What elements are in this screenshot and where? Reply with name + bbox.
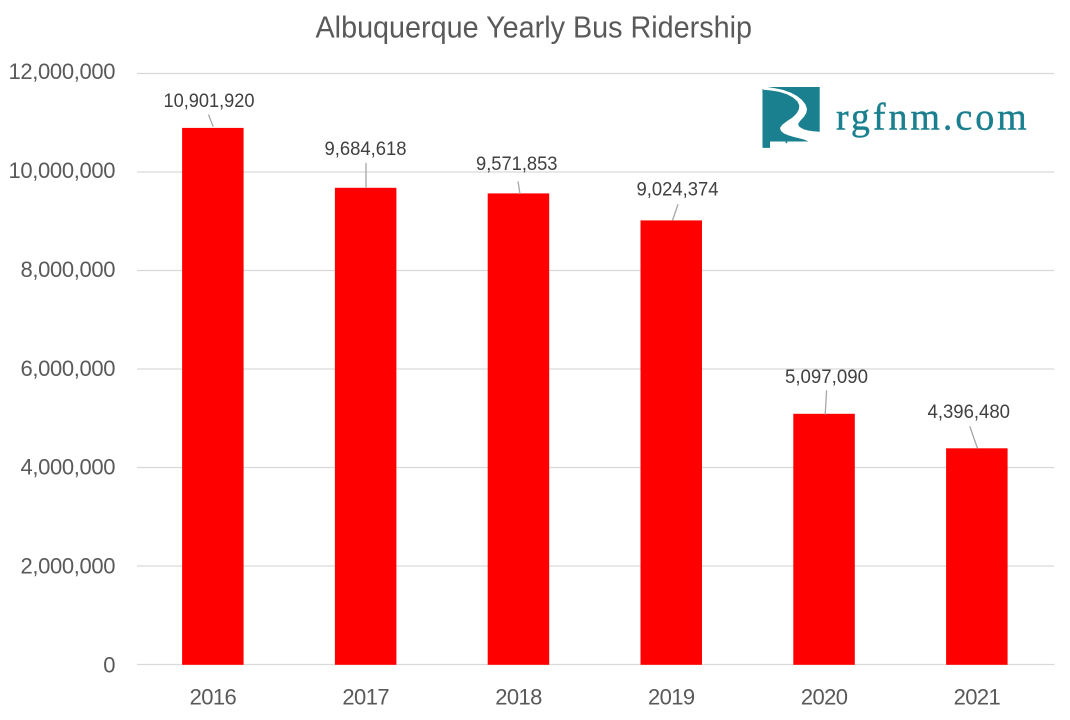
svg-text:9,024,374: 9,024,374 — [637, 180, 719, 201]
svg-text:2017: 2017 — [342, 684, 389, 709]
svg-text:5,097,090: 5,097,090 — [785, 367, 868, 388]
svg-text:4,396,480: 4,396,480 — [928, 402, 1011, 423]
svg-text:2020: 2020 — [801, 684, 848, 709]
svg-text:2021: 2021 — [954, 684, 1001, 709]
svg-text:10,000,000: 10,000,000 — [9, 158, 116, 183]
svg-text:rgfnm.com: rgfnm.com — [836, 96, 1030, 138]
svg-text:12,000,000: 12,000,000 — [9, 59, 116, 84]
svg-text:10,901,920: 10,901,920 — [164, 91, 255, 112]
svg-text:6,000,000: 6,000,000 — [21, 356, 116, 381]
svg-text:9,571,853: 9,571,853 — [476, 154, 558, 175]
svg-text:4,000,000: 4,000,000 — [21, 455, 116, 480]
svg-text:2016: 2016 — [190, 684, 237, 709]
svg-text:9,684,618: 9,684,618 — [325, 139, 407, 160]
svg-text:2019: 2019 — [648, 684, 695, 709]
svg-text:8,000,000: 8,000,000 — [21, 257, 116, 282]
svg-text:Albuquerque Yearly Bus Ridersh: Albuquerque Yearly Bus Ridership — [316, 11, 753, 45]
svg-text:2018: 2018 — [495, 684, 542, 709]
svg-text:2,000,000: 2,000,000 — [21, 554, 116, 579]
svg-text:0: 0 — [103, 652, 115, 677]
